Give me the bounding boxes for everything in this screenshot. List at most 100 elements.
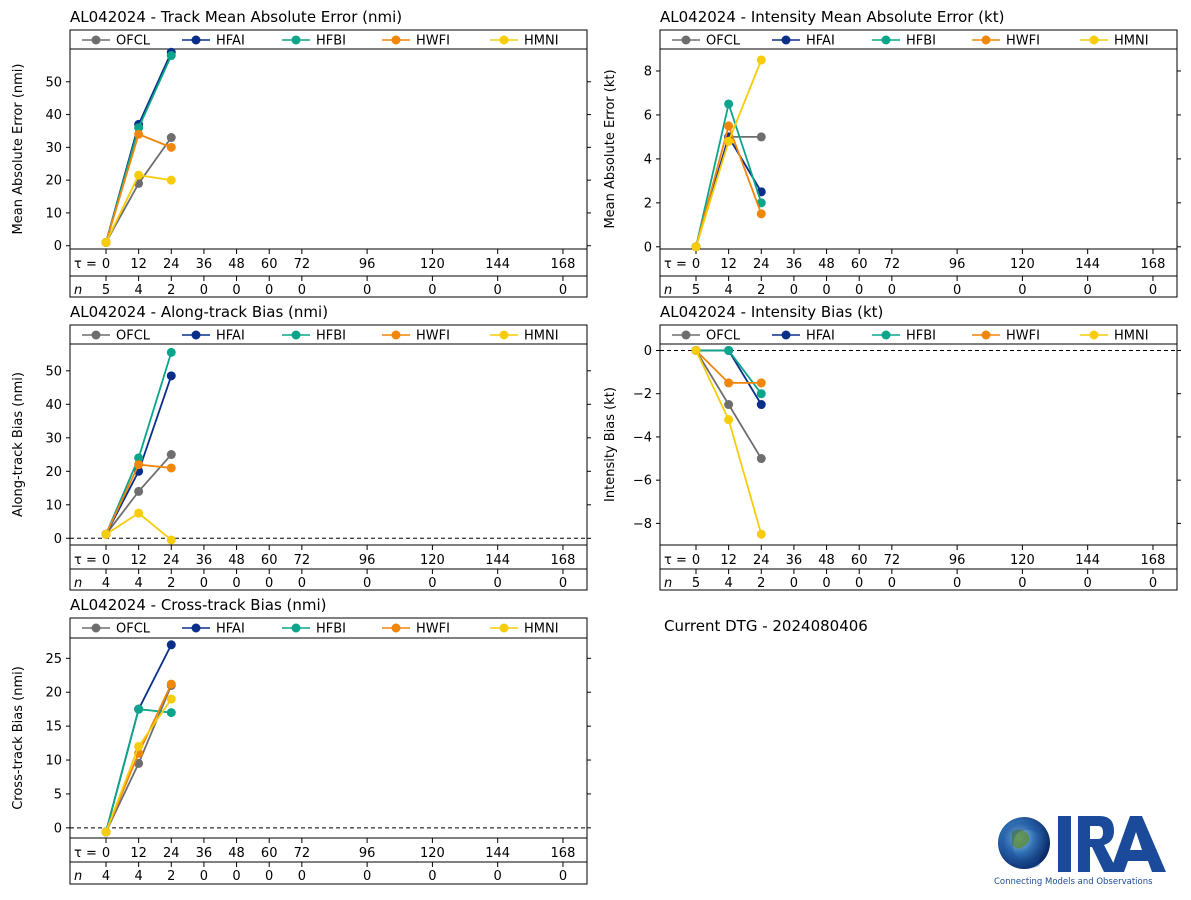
y-tick-label: 20 (45, 686, 62, 701)
legend-label-hmni: HMNI (524, 622, 559, 637)
tau-tick-label: 168 (1141, 257, 1166, 272)
n-value: 0 (265, 576, 273, 591)
tau-tick-label: 12 (130, 553, 147, 568)
n-value: 5 (692, 283, 700, 298)
tau-label: τ = (74, 846, 97, 861)
legend-marker (781, 35, 791, 45)
tau-tick-label: 48 (228, 553, 245, 568)
y-tick-label: 6 (644, 108, 652, 123)
y-tick-label: 10 (45, 206, 62, 221)
y-tick-label: 30 (45, 431, 62, 446)
y-tick-label: 0 (644, 344, 652, 359)
chart-title: AL042024 - Track Mean Absolute Error (nm… (70, 8, 402, 26)
y-tick-label: 20 (45, 174, 62, 189)
legend-label-hfbi: HFBI (316, 622, 346, 637)
data-point-hmni (134, 508, 144, 518)
tau-tick-label: 120 (420, 257, 445, 272)
plot-frame (69, 324, 588, 591)
n-value: 0 (953, 283, 961, 298)
data-point-hfbi (724, 99, 734, 109)
data-point-ofcl (756, 454, 766, 464)
tau-tick-label: 96 (359, 257, 376, 272)
n-value: 0 (888, 576, 896, 591)
n-value: 2 (757, 283, 765, 298)
n-value: 2 (757, 576, 765, 591)
tau-tick-label: 12 (130, 257, 147, 272)
y-tick-label: 4 (644, 152, 652, 167)
y-tick-label: 0 (54, 821, 62, 836)
legend-marker (91, 330, 101, 340)
legend-marker (499, 330, 509, 340)
n-value: 0 (559, 283, 567, 298)
n-value: 0 (200, 576, 208, 591)
data-point-ofcl (756, 132, 766, 142)
y-tick-label: 20 (45, 465, 62, 480)
tau-tick-label: 36 (196, 846, 213, 861)
legend-label-hfai: HFAI (806, 329, 835, 344)
n-value: 0 (1084, 283, 1092, 298)
chart-title: AL042024 - Along-track Bias (nmi) (70, 303, 328, 321)
data-point-ofcl (166, 450, 176, 460)
tau-tick-label: 60 (261, 257, 278, 272)
tau-tick-label: 36 (786, 553, 803, 568)
legend-label-ofcl: OFCL (706, 329, 741, 344)
tau-label: τ = (74, 257, 97, 272)
y-axis-label: Mean Absolute Error (kt) (603, 69, 618, 228)
n-value: 0 (494, 869, 502, 884)
tau-tick-label: 24 (163, 846, 180, 861)
n-value: 0 (232, 283, 240, 298)
tau-tick-label: 0 (102, 846, 110, 861)
data-point-hmni (166, 175, 176, 185)
plot-frame (69, 617, 588, 885)
legend-label-hmni: HMNI (524, 329, 559, 344)
n-value: 0 (494, 576, 502, 591)
tau-tick-label: 0 (102, 257, 110, 272)
legend-marker (681, 330, 691, 340)
legend-label-ofcl: OFCL (116, 329, 151, 344)
y-tick-label: 50 (45, 364, 62, 379)
tau-tick-label: 0 (102, 553, 110, 568)
n-value: 4 (724, 283, 732, 298)
legend-marker (291, 330, 301, 340)
legend-marker (391, 623, 401, 633)
n-value: 0 (200, 283, 208, 298)
n-label: n (74, 576, 82, 591)
n-value: 0 (363, 576, 371, 591)
data-point-hwfi (724, 378, 734, 388)
y-tick-label: −2 (633, 387, 652, 402)
n-value: 4 (102, 869, 110, 884)
tau-tick-label: 144 (485, 553, 510, 568)
data-point-hwfi (724, 121, 734, 131)
plot-frame (659, 324, 1178, 591)
data-point-hmni (134, 741, 144, 751)
plot-frame (659, 29, 1178, 298)
data-point-hwfi (134, 129, 144, 139)
y-axis-label: Cross-track Bias (nmi) (11, 666, 26, 810)
n-value: 4 (134, 283, 142, 298)
y-tick-label: 0 (54, 532, 62, 547)
legend-label-hwfi: HWFI (1006, 329, 1040, 344)
legend-marker (191, 330, 201, 340)
data-point-ofcl (134, 486, 144, 496)
legend-label-hfai: HFAI (806, 34, 835, 49)
tau-tick-label: 60 (261, 846, 278, 861)
tau-tick-label: 96 (359, 553, 376, 568)
n-value: 0 (822, 283, 830, 298)
tau-tick-label: 0 (692, 553, 700, 568)
n-value: 0 (953, 576, 961, 591)
legend-marker (91, 35, 101, 45)
tau-label: τ = (664, 553, 687, 568)
tau-tick-label: 24 (163, 257, 180, 272)
tau-tick-label: 48 (228, 257, 245, 272)
n-value: 0 (559, 869, 567, 884)
n-value: 0 (1084, 576, 1092, 591)
n-label: n (74, 283, 82, 298)
n-label: n (664, 576, 672, 591)
chart-title: AL042024 - Intensity Bias (kt) (660, 303, 883, 321)
tau-tick-label: 144 (1075, 257, 1100, 272)
y-tick-label: 2 (644, 196, 652, 211)
tau-tick-label: 96 (949, 553, 966, 568)
data-point-hfai (166, 640, 176, 650)
series-line-hmni (695, 59, 763, 248)
